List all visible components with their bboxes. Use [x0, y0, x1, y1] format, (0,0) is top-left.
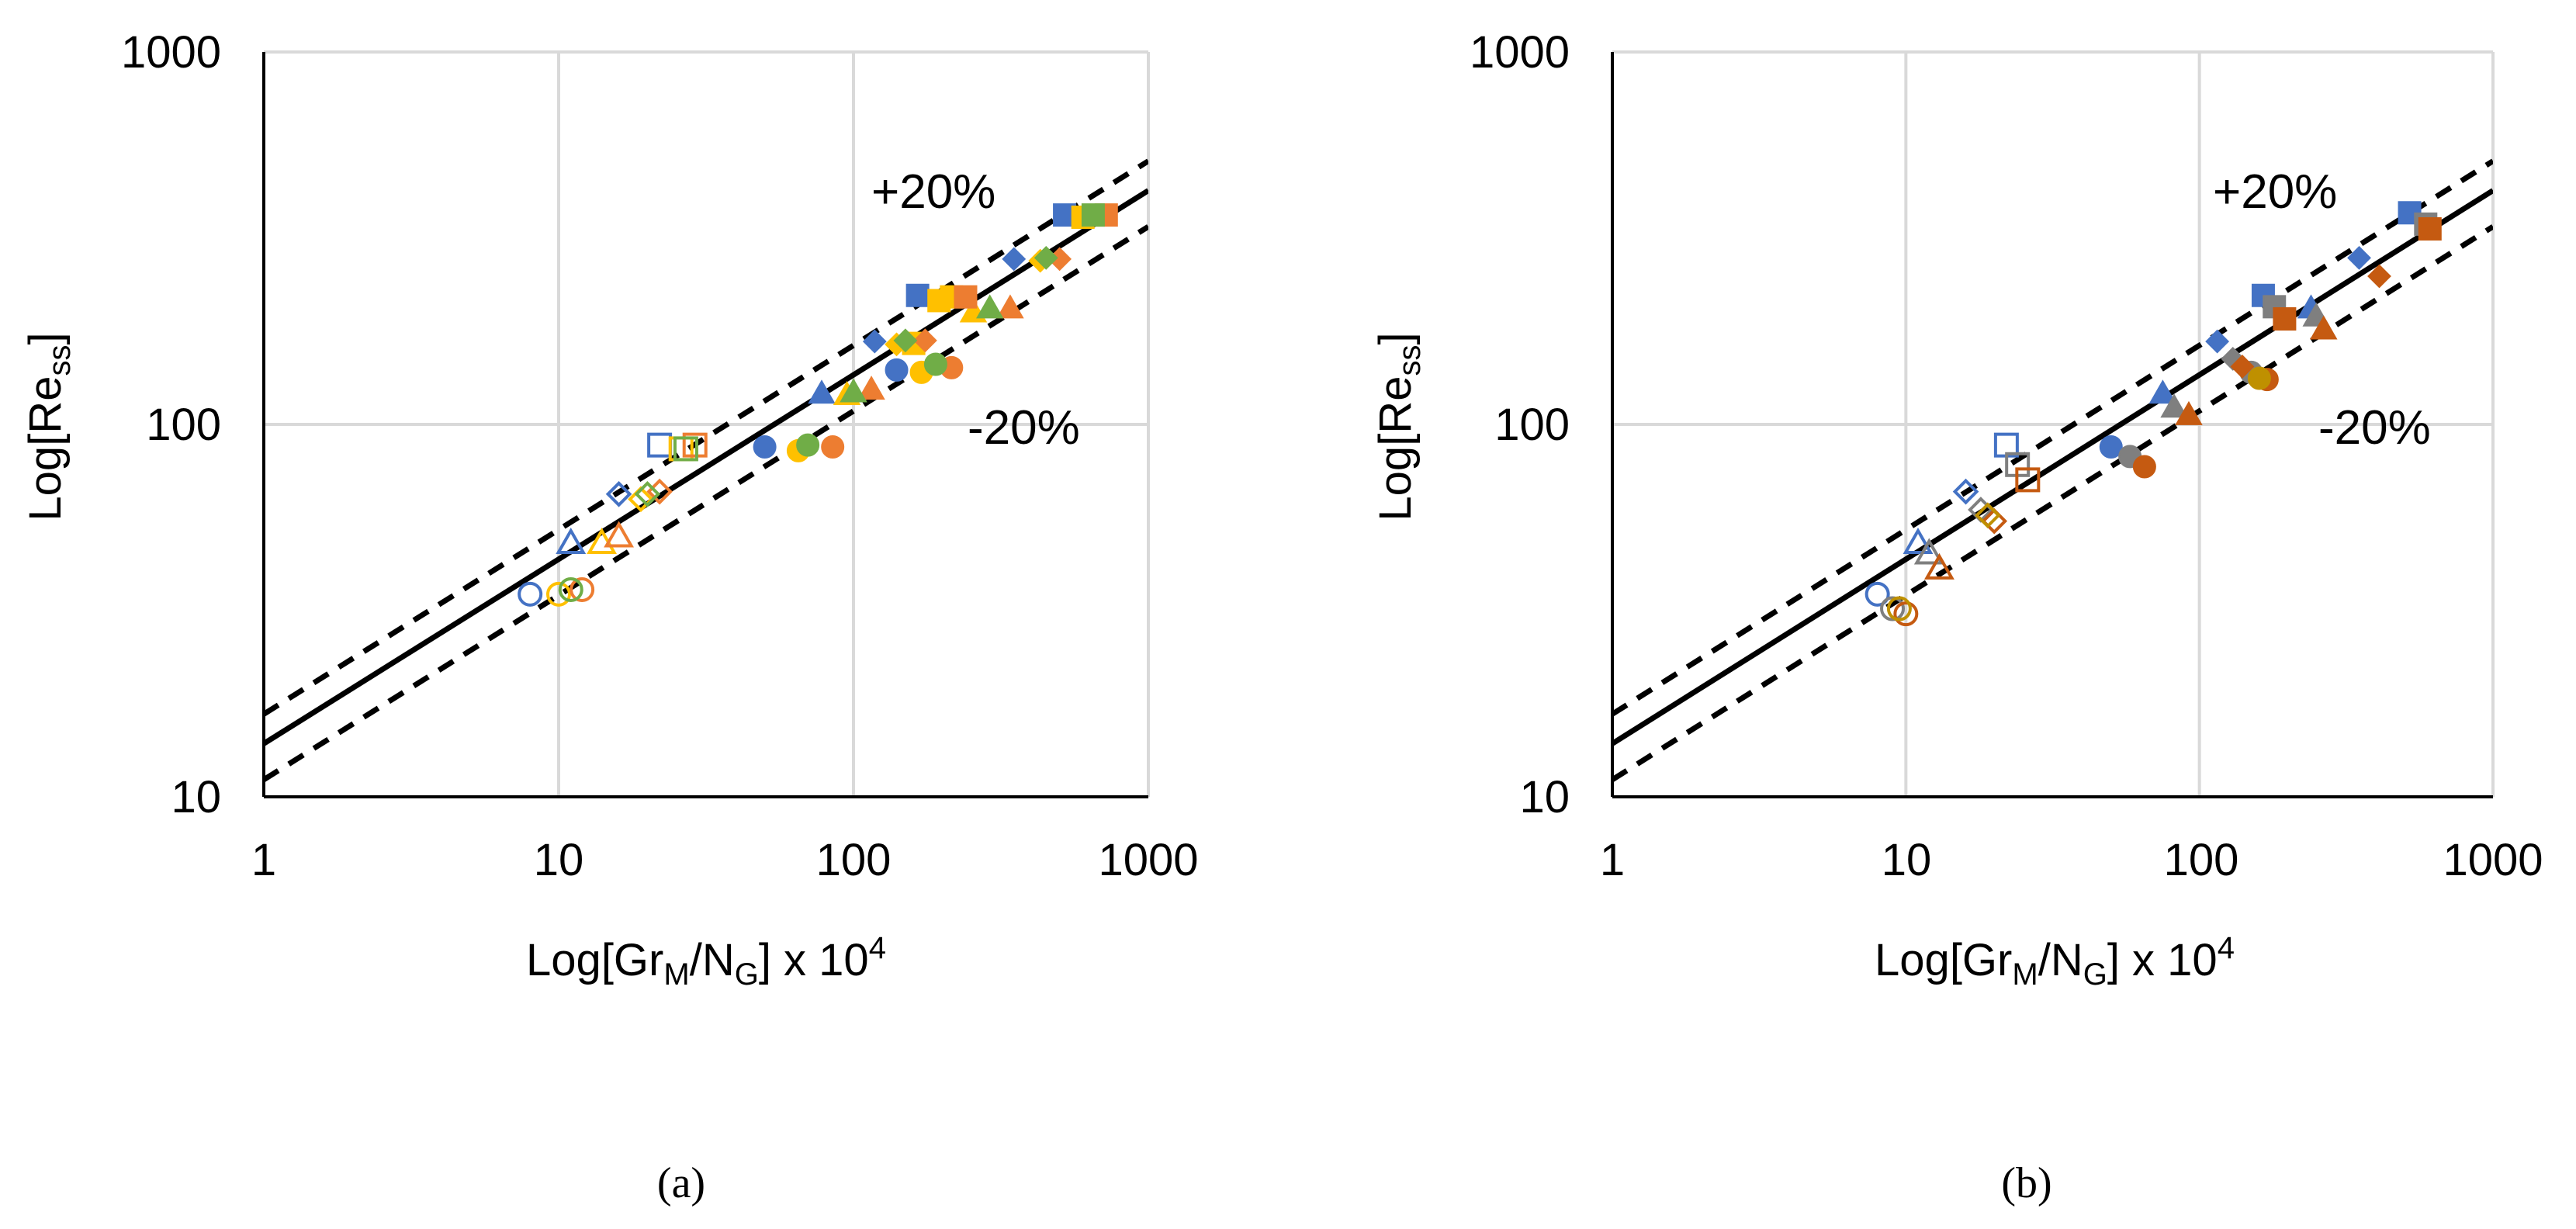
x-tick-label: 10	[534, 835, 584, 885]
data-point-diamond	[2347, 245, 2371, 270]
x-tick-label: 1	[1600, 835, 1625, 885]
data-point-triangle	[975, 294, 1004, 319]
data-point-circle	[518, 581, 543, 607]
band-label-upper: +20%	[2213, 165, 2337, 219]
data-point-triangle	[996, 294, 1024, 319]
y-tick-label: 10	[1519, 772, 1570, 822]
data-point-diamond	[2367, 264, 2391, 289]
x-tick-label: 10	[1882, 835, 1932, 885]
data-point-circle	[1893, 601, 1919, 627]
band-label-upper: +20%	[871, 165, 995, 219]
data-point-circle	[923, 352, 947, 376]
data-point-square	[905, 283, 930, 307]
data-point-diamond	[1952, 478, 1979, 505]
data-point-triangle	[808, 379, 836, 404]
data-point-triangle	[1913, 538, 1944, 565]
data-point-circle	[753, 435, 777, 459]
x-tick-labels: 1 10 100 1000	[1600, 835, 2543, 885]
data-point-triangle	[1903, 527, 1934, 555]
data-point-circle	[796, 433, 820, 457]
data-point-square	[647, 432, 673, 458]
x-axis-title: Log[GrM/NG] x 104	[1875, 931, 2235, 992]
upper-band-line	[1612, 158, 2493, 717]
fit-line	[264, 188, 1148, 746]
band-label-lower: -20%	[2318, 401, 2431, 455]
data-point-circle	[2099, 435, 2123, 459]
data-point-triangle	[556, 527, 587, 555]
upper-band-line	[264, 158, 1148, 717]
y-tick-label: 10	[171, 772, 221, 822]
data-point-diamond	[912, 328, 937, 353]
data-point-circle	[821, 435, 845, 459]
data-point-diamond	[1002, 247, 1027, 272]
y-axis-title: Log[Ress]	[20, 332, 77, 521]
data-point-diamond	[1974, 502, 2001, 529]
data-point-square	[2273, 307, 2297, 331]
data-point-circle	[558, 576, 583, 602]
data-point-triangle	[2148, 379, 2177, 404]
data-point-triangle	[1923, 552, 1955, 580]
data-point-diamond	[1981, 507, 2008, 535]
data-point-circle	[570, 576, 595, 602]
y-tick-label: 1000	[121, 27, 221, 78]
y-tick-label: 100	[1494, 400, 1570, 450]
data-point-square	[682, 432, 708, 458]
x-tick-labels: 1 10 100 1000	[251, 835, 1199, 885]
x-tick-label: 1000	[2443, 835, 2543, 885]
data-point-triangle	[2175, 400, 2203, 425]
data-point-diamond	[1034, 245, 1058, 270]
data-point-diamond	[2205, 329, 2230, 354]
data-point-circle	[546, 581, 571, 607]
panel-label-b: (b)	[2001, 1159, 2051, 1207]
data-point-square	[673, 436, 698, 462]
lower-band-line	[264, 224, 1148, 782]
y-tick-labels: 10 100 1000	[1470, 27, 1570, 822]
data-point-circle	[2132, 455, 2156, 479]
data-point-triangle	[2160, 393, 2188, 418]
data-point-triangle	[857, 376, 885, 400]
panel-label-a: (a)	[657, 1159, 705, 1207]
data-point-square	[2015, 467, 2041, 493]
data-point-diamond	[628, 486, 654, 513]
data-point-circle	[1886, 596, 1912, 621]
x-tick-label: 1	[251, 835, 276, 885]
data-point-square	[2418, 216, 2442, 241]
data-point-diamond	[2230, 355, 2255, 379]
x-tick-label: 100	[2164, 835, 2239, 885]
lower-band-line	[1612, 224, 2493, 782]
y-tick-labels: 10 100 1000	[121, 27, 221, 822]
data-point-diamond	[634, 480, 661, 507]
band-label-lower: -20%	[968, 401, 1080, 455]
x-axis-title: Log[GrM/NG] x 104	[526, 931, 886, 992]
data-point-circle	[1880, 596, 1906, 621]
x-tick-label: 100	[816, 835, 892, 885]
x-tick-label: 1000	[1098, 835, 1198, 885]
data-point-circle	[885, 358, 909, 382]
data-point-diamond	[893, 328, 918, 353]
data-point-diamond	[605, 480, 632, 507]
data-point-circle	[2247, 366, 2271, 390]
data-point-triangle	[2310, 315, 2338, 340]
chart-panel-b: +20% -20% 10 100 1000 1 10 100 1000 Log[…	[1370, 27, 2543, 1207]
data-point-triangle	[840, 378, 867, 403]
data-point-circle	[1864, 581, 1890, 607]
data-point-square	[1081, 203, 1105, 227]
y-axis-title: Log[Ress]	[1370, 332, 1427, 521]
fit-line	[1612, 188, 2493, 746]
y-tick-label: 1000	[1470, 27, 1570, 78]
data-point-triangle	[604, 521, 635, 548]
data-point-square	[954, 285, 978, 309]
chart-panel-a: +20% -20% 10 100 1000 1 10 100 1000 Log[…	[20, 27, 1199, 1207]
data-point-diamond	[862, 329, 887, 354]
y-tick-label: 100	[146, 400, 221, 450]
